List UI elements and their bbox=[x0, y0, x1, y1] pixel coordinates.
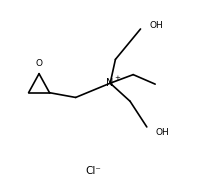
Text: O: O bbox=[36, 59, 43, 68]
Text: OH: OH bbox=[155, 128, 169, 137]
Text: +: + bbox=[114, 75, 120, 81]
Text: OH: OH bbox=[150, 21, 164, 30]
Text: Cl⁻: Cl⁻ bbox=[85, 166, 101, 176]
Text: N: N bbox=[106, 78, 114, 88]
